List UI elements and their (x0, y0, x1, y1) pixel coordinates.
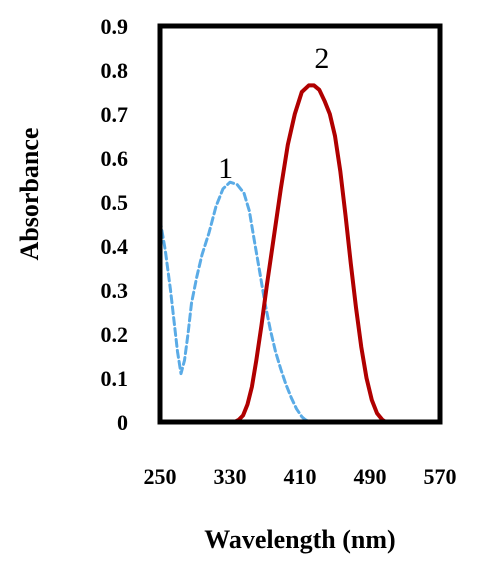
x-tick-label: 570 (424, 464, 457, 489)
plot-frame (157, 23, 443, 425)
x-tick-label: 410 (284, 464, 317, 489)
x-tick-label: 330 (214, 464, 247, 489)
y-tick-label: 0.8 (101, 58, 129, 83)
curve-label-2: 2 (314, 42, 329, 75)
y-tick-label: 0 (117, 410, 128, 435)
y-tick-label: 0.2 (101, 322, 129, 347)
x-tick-label: 250 (144, 464, 177, 489)
y-axis-tick-labels: 0 0.1 0.2 0.3 0.4 0.5 0.6 0.7 0.8 0.9 (101, 14, 129, 435)
y-axis-title: Absorbance (15, 128, 44, 261)
y-tick-label: 0.9 (101, 14, 129, 39)
x-tick-label: 490 (354, 464, 387, 489)
y-tick-label: 0.6 (101, 146, 129, 171)
series-line-2 (228, 83, 392, 422)
x-axis-title: Wavelength (nm) (204, 525, 395, 554)
y-tick-label: 0.1 (101, 366, 129, 391)
y-tick-label: 0.3 (101, 278, 129, 303)
y-tick-label: 0.5 (101, 190, 129, 215)
y-tick-label: 0.4 (101, 234, 129, 259)
y-tick-label: 0.7 (101, 102, 129, 127)
series-line-1 (160, 180, 318, 422)
plot-content (160, 83, 392, 422)
curve-label-1: 1 (218, 152, 233, 185)
x-axis-tick-labels: 250 330 410 490 570 (144, 464, 457, 489)
